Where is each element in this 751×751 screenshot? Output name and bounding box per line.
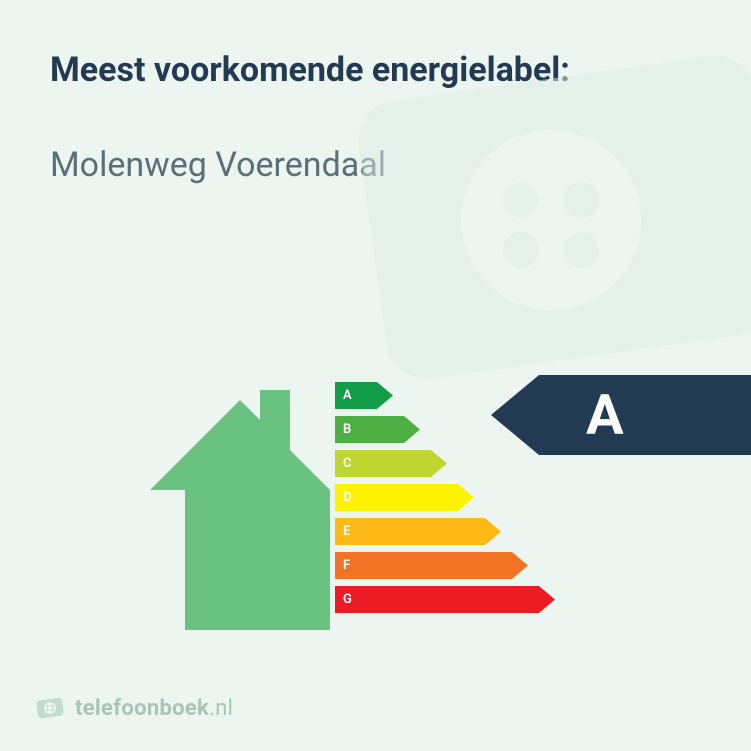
energy-bar-label: D (343, 484, 351, 511)
footer: telefoonboek.nl (35, 693, 233, 723)
footer-text: telefoonboek.nl (75, 696, 233, 721)
result-badge: A (491, 375, 751, 455)
energy-bar-label: G (343, 586, 352, 613)
energy-bar-label: C (343, 450, 352, 477)
footer-logo-icon (35, 693, 65, 723)
energy-bar-label: A (343, 382, 352, 409)
energy-bar-label: E (343, 518, 350, 545)
subtitle: Molenweg Voerendaal (50, 145, 701, 185)
footer-brand-light: .nl (209, 696, 233, 721)
house-icon (150, 370, 330, 630)
infographic-card: Meest voorkomende energielabel: Molenweg… (0, 0, 751, 751)
result-letter: A (586, 387, 624, 443)
energy-bar-label: F (343, 552, 350, 579)
footer-brand-bold: telefoonboek (75, 696, 209, 721)
title: Meest voorkomende energielabel: (50, 50, 701, 90)
energy-bar-label: B (343, 416, 351, 443)
